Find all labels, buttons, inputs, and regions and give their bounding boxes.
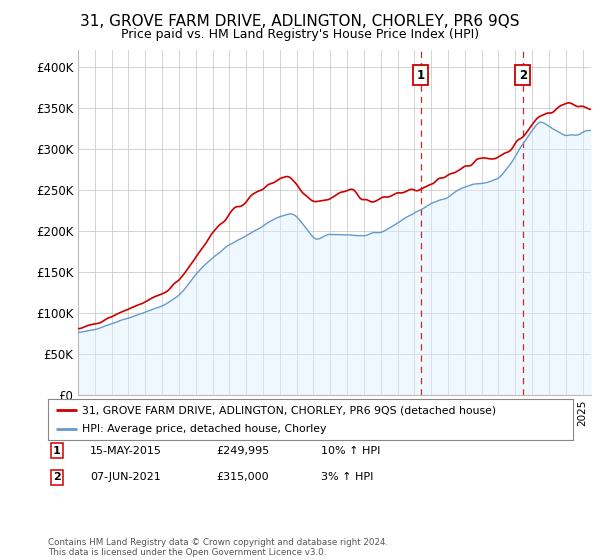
- Text: 1: 1: [416, 68, 425, 82]
- Text: Price paid vs. HM Land Registry's House Price Index (HPI): Price paid vs. HM Land Registry's House …: [121, 28, 479, 41]
- Text: £249,995: £249,995: [216, 446, 269, 456]
- Text: Contains HM Land Registry data © Crown copyright and database right 2024.
This d: Contains HM Land Registry data © Crown c…: [48, 538, 388, 557]
- Text: 31, GROVE FARM DRIVE, ADLINGTON, CHORLEY, PR6 9QS: 31, GROVE FARM DRIVE, ADLINGTON, CHORLEY…: [80, 14, 520, 29]
- Text: 2: 2: [518, 68, 527, 82]
- Text: 07-JUN-2021: 07-JUN-2021: [90, 472, 161, 482]
- Text: 1: 1: [53, 446, 61, 456]
- Text: £315,000: £315,000: [216, 472, 269, 482]
- Text: HPI: Average price, detached house, Chorley: HPI: Average price, detached house, Chor…: [82, 424, 326, 433]
- Text: 10% ↑ HPI: 10% ↑ HPI: [321, 446, 380, 456]
- Text: 2: 2: [53, 472, 61, 482]
- Text: 31, GROVE FARM DRIVE, ADLINGTON, CHORLEY, PR6 9QS (detached house): 31, GROVE FARM DRIVE, ADLINGTON, CHORLEY…: [82, 405, 496, 415]
- Text: 3% ↑ HPI: 3% ↑ HPI: [321, 472, 373, 482]
- Text: 15-MAY-2015: 15-MAY-2015: [90, 446, 162, 456]
